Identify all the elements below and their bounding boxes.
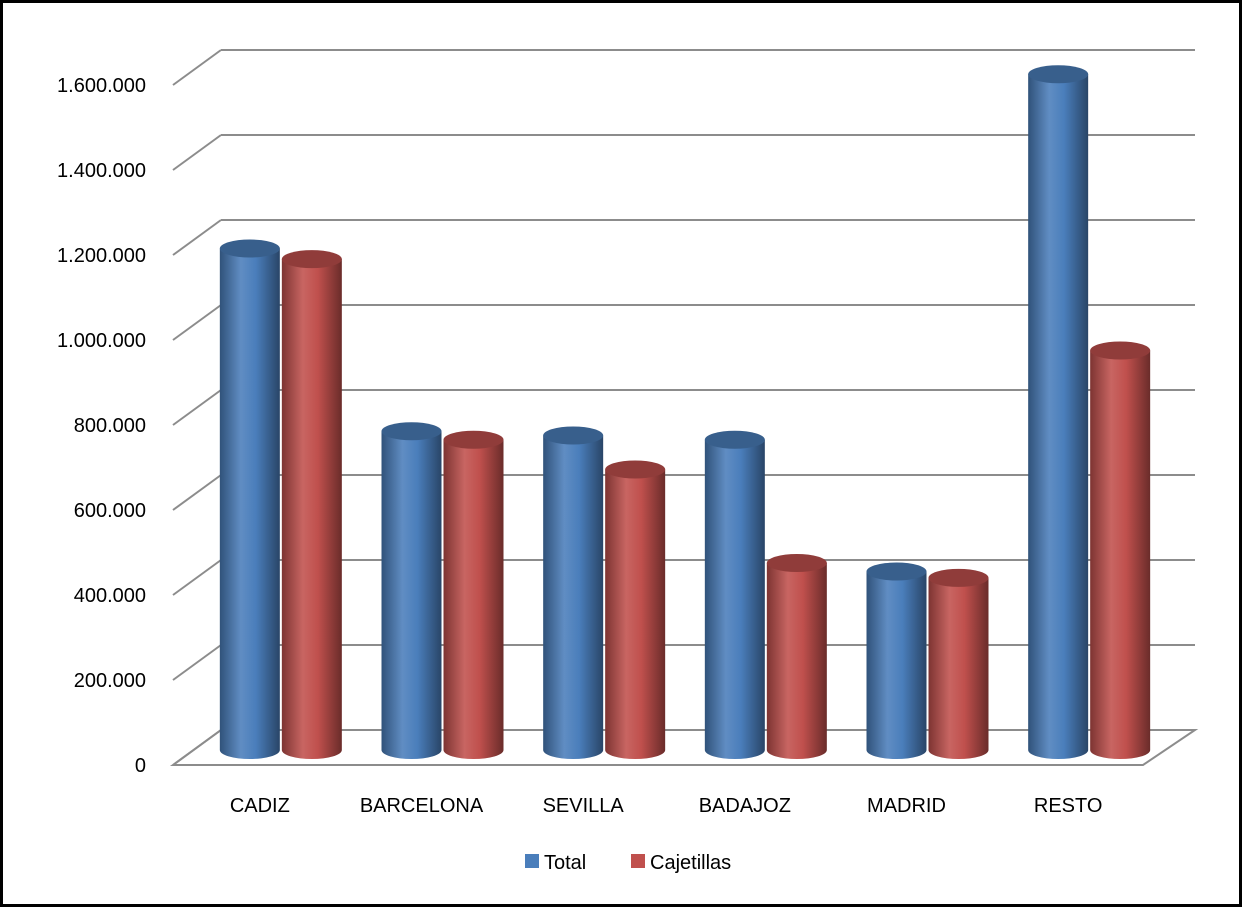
y-tick-label: 1.600.000	[57, 75, 146, 97]
bars	[219, 65, 1151, 759]
y-tick-label: 1.200.000	[57, 245, 146, 267]
bar-body	[704, 439, 765, 759]
bar-top	[1090, 341, 1151, 360]
bar-body	[1028, 74, 1089, 759]
y-tick-label: 1.400.000	[57, 160, 146, 182]
bar-top	[605, 460, 666, 479]
bar-cajetillas-madrid	[928, 568, 989, 759]
legend-item: Cajetillas	[631, 852, 731, 874]
gridline-side	[172, 389, 222, 426]
gridline-side	[172, 304, 222, 341]
bar-body	[443, 439, 504, 759]
legend-label: Total	[544, 852, 586, 874]
bar-top	[704, 430, 765, 449]
bar-top	[866, 562, 927, 581]
cylinder-bar-chart: 0 200.000 400.000 600.000 800.000 1.000.000 1.…	[57, 49, 1199, 874]
bar-body	[543, 435, 604, 759]
bar-cajetillas-sevilla	[605, 460, 666, 759]
bar-top	[543, 426, 604, 445]
x-tick-label: BADAJOZ	[699, 795, 791, 817]
bar-body	[281, 259, 342, 759]
bar-cajetillas-barcelona	[443, 430, 504, 759]
y-tick-label: 800.000	[74, 415, 146, 437]
bar-top	[219, 239, 280, 258]
x-tick-label: SEVILLA	[543, 795, 625, 817]
bar-body	[766, 563, 827, 759]
bar-total-barcelona	[381, 422, 442, 759]
legend-label: Cajetillas	[650, 852, 731, 874]
gridline-side	[172, 474, 222, 511]
x-axis-ticks: CADIZ BARCELONA SEVILLA BADAJOZ MADRID RESTO	[230, 795, 1103, 817]
x-tick-label: BARCELONA	[360, 795, 484, 817]
bar-top	[1028, 65, 1089, 84]
bar-body	[605, 469, 666, 759]
y-tick-label: 0	[135, 755, 146, 777]
bar-body	[866, 571, 927, 759]
x-tick-label: CADIZ	[230, 795, 290, 817]
bar-total-badajoz	[704, 430, 765, 759]
x-tick-label: RESTO	[1034, 795, 1103, 817]
gridline-side	[172, 559, 222, 596]
chart-floor	[169, 729, 1199, 766]
bar-total-sevilla	[543, 426, 604, 759]
bar-body	[928, 577, 989, 759]
legend-swatch	[525, 854, 539, 868]
bar-body	[381, 431, 442, 759]
bar-top	[443, 430, 504, 449]
y-tick-label: 400.000	[74, 585, 146, 607]
y-tick-label: 1.000.000	[57, 330, 146, 352]
bar-total-cadiz	[219, 239, 280, 759]
bar-body	[219, 248, 280, 759]
bar-cajetillas-badajoz	[766, 554, 827, 759]
bar-body	[1090, 350, 1151, 759]
bar-total-resto	[1028, 65, 1089, 759]
gridline-side	[172, 134, 222, 171]
bar-cajetillas-resto	[1090, 341, 1151, 759]
bar-cajetillas-cadiz	[281, 250, 342, 759]
y-tick-label: 200.000	[74, 670, 146, 692]
bar-top	[928, 568, 989, 587]
gridline-side	[172, 49, 222, 86]
legend-item: Total	[525, 852, 586, 874]
bar-top	[281, 250, 342, 269]
bar-top	[766, 554, 827, 572]
y-tick-label: 600.000	[74, 500, 146, 522]
gridline-side	[172, 219, 222, 256]
bar-total-madrid	[866, 562, 927, 759]
y-axis-ticks: 0 200.000 400.000 600.000 800.000 1.000.000 1.…	[57, 75, 146, 777]
gridline-side	[172, 644, 222, 681]
bar-top	[381, 422, 442, 441]
legend: Total Cajetillas	[525, 852, 731, 874]
x-tick-label: MADRID	[867, 795, 946, 817]
legend-swatch	[631, 854, 645, 868]
